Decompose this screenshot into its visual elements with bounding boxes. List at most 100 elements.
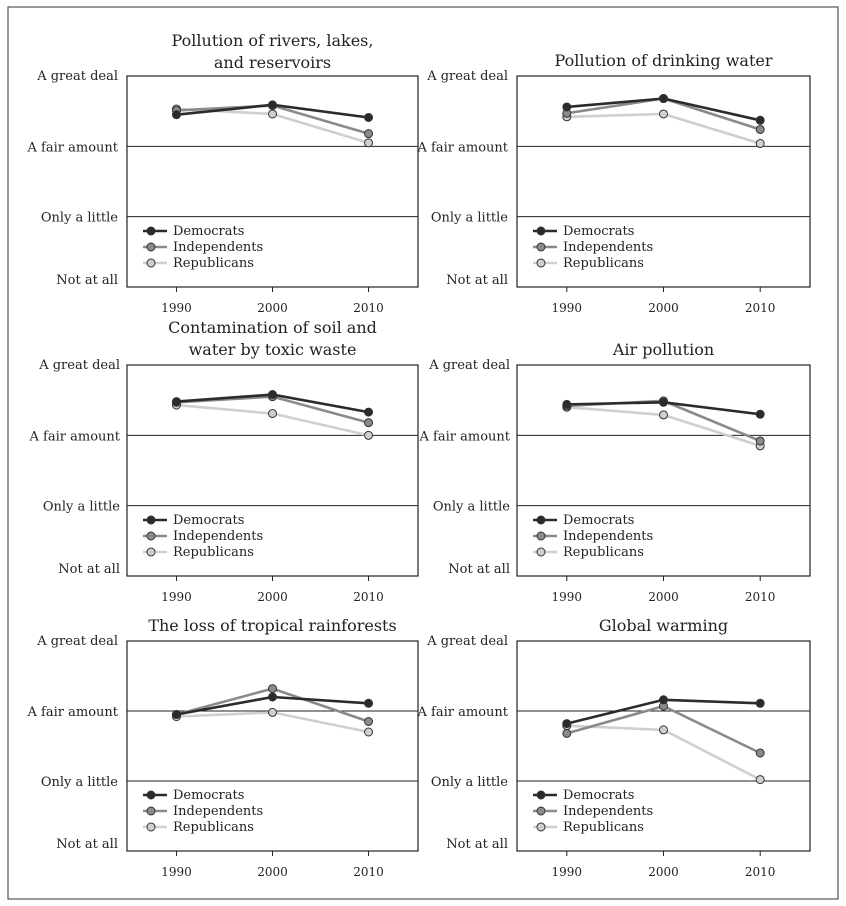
legend-label: Republicans [173, 820, 254, 835]
legend-marker [536, 258, 546, 268]
y-tick-label: Not at all [56, 273, 118, 288]
y-tick-label: Not at all [56, 837, 118, 852]
panel-5: The loss of tropical rainforests Not at a… [27, 616, 419, 879]
legend-label: Republicans [173, 256, 254, 271]
data-point-democrats [562, 102, 572, 112]
data-point-republicans [755, 775, 765, 785]
legend-label: Independents [173, 529, 263, 544]
panel-2: Pollution of drinking water Not at all Onl… [417, 51, 811, 315]
data-point-democrats [364, 698, 374, 708]
legend-marker [536, 547, 546, 557]
legend-label: Independents [563, 240, 653, 255]
legend-label: Republicans [563, 545, 644, 560]
y-tick-label: Only a little [43, 500, 120, 515]
data-point-republicans [659, 109, 668, 119]
panel-6: Global warming Not at all Only a little A f… [417, 616, 811, 879]
x-tick-label: 2010 [745, 865, 776, 879]
data-point-democrats [562, 399, 572, 409]
legend-marker [146, 242, 156, 252]
data-point-democrats [562, 719, 572, 729]
legend-label: Independents [563, 804, 653, 819]
x-tick-label: 2000 [257, 865, 288, 879]
legend-marker [146, 806, 156, 816]
legend-marker [536, 226, 546, 236]
data-point-republicans [659, 725, 668, 735]
x-tick-label: 1990 [552, 301, 583, 315]
y-tick-label: A fair amount [29, 429, 121, 444]
legend-label: Republicans [173, 545, 254, 560]
y-tick-label: A great deal [426, 69, 508, 84]
data-point-democrats [659, 397, 668, 407]
x-tick-label: 1990 [161, 865, 192, 879]
data-point-republicans [268, 707, 277, 717]
chart-title: water by toxic waste [189, 340, 357, 359]
data-point-independents [268, 684, 277, 694]
legend-label: Republicans [563, 820, 644, 835]
x-tick-label: 2010 [745, 301, 776, 315]
y-tick-label: Not at all [446, 837, 508, 852]
data-point-independents [755, 748, 765, 758]
legend-label: Independents [563, 529, 653, 544]
y-tick-label: Only a little [431, 211, 508, 226]
x-tick-label: 2010 [353, 865, 384, 879]
data-point-democrats [171, 110, 181, 120]
y-tick-label: A fair amount [417, 140, 509, 155]
data-point-democrats [268, 390, 277, 400]
y-tick-label: A fair amount [419, 429, 511, 444]
chart-title: and reservoirs [214, 53, 331, 72]
data-point-democrats [171, 397, 181, 407]
chart-title: The loss of tropical rainforests [148, 616, 396, 635]
y-tick-label: A great deal [428, 358, 510, 373]
x-tick-label: 2000 [257, 590, 288, 604]
legend-marker [146, 822, 156, 832]
legend-marker [536, 242, 546, 252]
chart-title: Contamination of soil and [168, 318, 377, 337]
data-point-republicans [364, 430, 374, 440]
data-point-independents [364, 418, 374, 428]
outer-frame [7, 6, 839, 900]
data-point-independents [364, 129, 374, 139]
data-point-independents [562, 728, 572, 738]
data-point-democrats [659, 94, 668, 104]
legend-label: Democrats [563, 788, 634, 803]
legend-marker [146, 531, 156, 541]
legend-marker [536, 515, 546, 525]
data-point-independents [364, 717, 374, 726]
legend-marker [146, 258, 156, 268]
legend-label: Independents [173, 804, 263, 819]
data-point-republicans [364, 727, 374, 737]
y-tick-label: A fair amount [27, 705, 119, 720]
data-point-democrats [755, 115, 765, 125]
y-tick-label: A fair amount [417, 705, 509, 720]
x-tick-label: 1990 [552, 590, 583, 604]
y-tick-label: Only a little [41, 775, 118, 790]
x-tick-label: 2000 [257, 301, 288, 315]
data-point-republicans [659, 410, 668, 420]
legend-label: Democrats [173, 513, 244, 528]
x-tick-label: 1990 [161, 590, 192, 604]
chart-title: Pollution of rivers, lakes, [172, 31, 374, 50]
x-tick-label: 2000 [648, 590, 679, 604]
y-tick-label: Only a little [41, 211, 118, 226]
y-tick-label: Not at all [448, 562, 510, 577]
legend-label: Democrats [563, 513, 634, 528]
legend-marker [146, 226, 156, 236]
data-point-democrats [755, 409, 765, 419]
data-point-independents [755, 436, 765, 446]
legend-label: Democrats [563, 224, 634, 239]
x-tick-label: 2010 [353, 590, 384, 604]
data-point-democrats [659, 695, 668, 705]
legend-label: Democrats [173, 224, 244, 239]
x-tick-label: 2000 [648, 865, 679, 879]
data-point-democrats [364, 112, 374, 122]
data-point-democrats [171, 710, 181, 719]
data-point-republicans [364, 138, 374, 148]
panel-3: Contamination of soil and water by toxic … [29, 318, 419, 604]
legend-marker [536, 822, 546, 832]
x-tick-label: 2010 [745, 590, 776, 604]
legend-label: Democrats [173, 788, 244, 803]
y-tick-label: Not at all [446, 273, 508, 288]
x-tick-label: 1990 [161, 301, 192, 315]
x-tick-label: 2010 [353, 301, 384, 315]
y-tick-label: A great deal [36, 634, 118, 649]
